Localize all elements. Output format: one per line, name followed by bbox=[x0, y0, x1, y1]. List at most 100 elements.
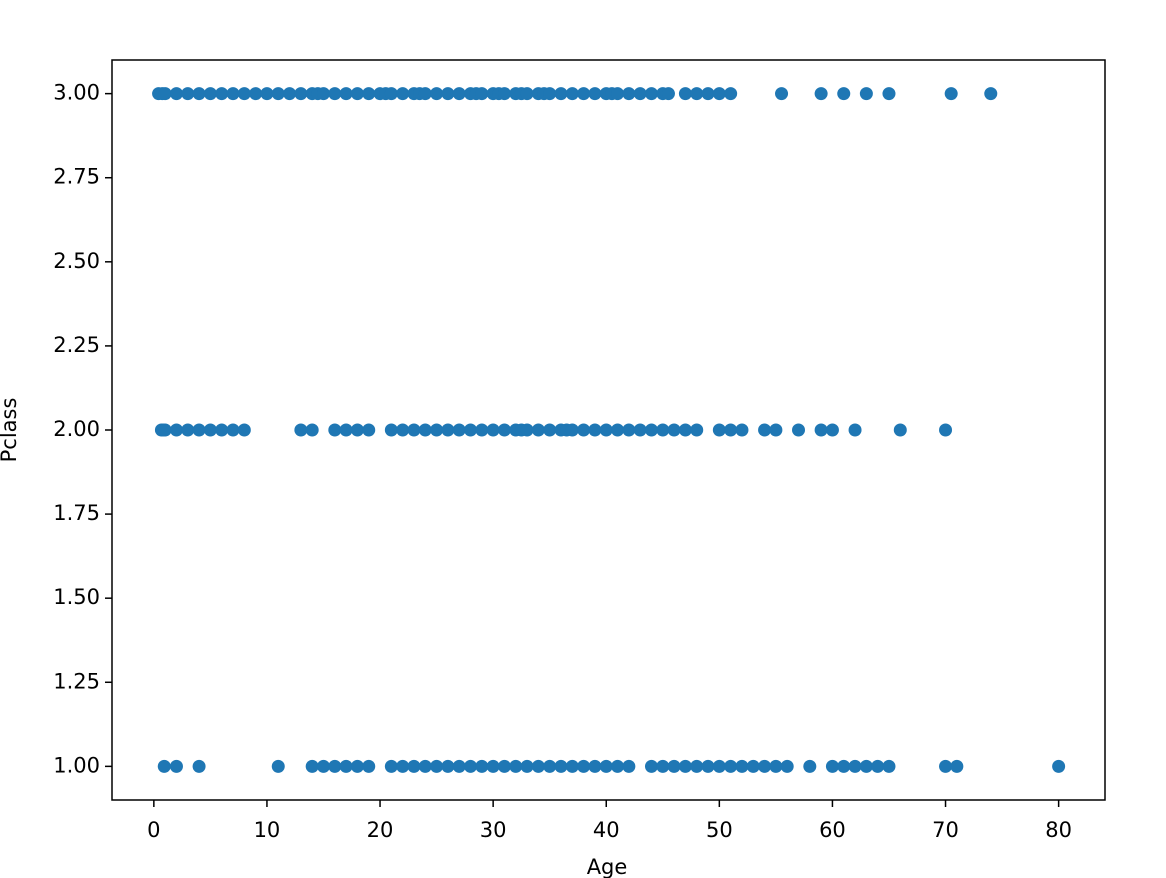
point bbox=[316, 87, 330, 101]
point bbox=[430, 759, 444, 773]
point bbox=[848, 759, 862, 773]
point bbox=[430, 87, 444, 101]
point bbox=[701, 87, 715, 101]
point bbox=[181, 423, 195, 437]
point bbox=[169, 423, 183, 437]
point bbox=[758, 759, 772, 773]
point bbox=[848, 423, 862, 437]
point bbox=[497, 423, 511, 437]
point bbox=[724, 87, 738, 101]
point bbox=[339, 423, 353, 437]
point bbox=[407, 759, 421, 773]
point bbox=[384, 87, 398, 101]
point bbox=[384, 759, 398, 773]
point bbox=[350, 423, 364, 437]
point bbox=[893, 423, 907, 437]
point bbox=[984, 87, 998, 101]
point bbox=[611, 759, 625, 773]
point bbox=[871, 759, 885, 773]
x-tick-label: 10 bbox=[254, 818, 281, 842]
point bbox=[588, 87, 602, 101]
point bbox=[667, 759, 681, 773]
point bbox=[203, 87, 217, 101]
point bbox=[362, 423, 376, 437]
point bbox=[294, 423, 308, 437]
point bbox=[486, 759, 500, 773]
point bbox=[678, 423, 692, 437]
point bbox=[362, 759, 376, 773]
x-tick-label: 40 bbox=[593, 818, 620, 842]
point bbox=[769, 423, 783, 437]
point bbox=[690, 87, 704, 101]
point bbox=[158, 87, 172, 101]
point bbox=[441, 759, 455, 773]
plot-frame bbox=[111, 59, 1106, 801]
point bbox=[350, 87, 364, 101]
point bbox=[543, 423, 557, 437]
y-tick-label: 1.25 bbox=[53, 669, 100, 693]
x-tick-label: 60 bbox=[819, 818, 846, 842]
point bbox=[825, 759, 839, 773]
point bbox=[543, 759, 557, 773]
y-tick-label: 2.50 bbox=[53, 249, 100, 273]
point bbox=[475, 759, 489, 773]
point bbox=[509, 759, 523, 773]
point bbox=[452, 87, 466, 101]
point bbox=[656, 423, 670, 437]
point bbox=[441, 423, 455, 437]
point bbox=[712, 759, 726, 773]
point bbox=[249, 87, 263, 101]
point bbox=[690, 759, 704, 773]
point bbox=[735, 759, 749, 773]
point bbox=[859, 759, 873, 773]
point bbox=[611, 423, 625, 437]
x-tick-label: 20 bbox=[367, 818, 394, 842]
point bbox=[452, 423, 466, 437]
point bbox=[735, 423, 749, 437]
point bbox=[418, 423, 432, 437]
point bbox=[944, 87, 958, 101]
point bbox=[158, 423, 172, 437]
point bbox=[441, 87, 455, 101]
point bbox=[294, 87, 308, 101]
x-tick-label: 70 bbox=[932, 818, 959, 842]
point bbox=[226, 87, 240, 101]
point bbox=[577, 759, 591, 773]
point bbox=[599, 423, 613, 437]
point bbox=[339, 87, 353, 101]
point bbox=[305, 759, 319, 773]
y-tick-label: 1.00 bbox=[53, 753, 100, 777]
point bbox=[792, 423, 806, 437]
x-tick-label: 0 bbox=[147, 818, 160, 842]
x-tick-label: 80 bbox=[1045, 818, 1072, 842]
point bbox=[554, 87, 568, 101]
point bbox=[169, 87, 183, 101]
point bbox=[328, 87, 342, 101]
point bbox=[882, 87, 896, 101]
point bbox=[520, 423, 534, 437]
point bbox=[339, 759, 353, 773]
point bbox=[283, 87, 297, 101]
point bbox=[803, 759, 817, 773]
point bbox=[775, 87, 789, 101]
y-tick-label: 3.00 bbox=[53, 81, 100, 105]
x-tick-label: 30 bbox=[480, 818, 507, 842]
point bbox=[724, 759, 738, 773]
point bbox=[464, 759, 478, 773]
point bbox=[656, 759, 670, 773]
point bbox=[215, 423, 229, 437]
point bbox=[475, 423, 489, 437]
point bbox=[814, 423, 828, 437]
point bbox=[350, 759, 364, 773]
point bbox=[661, 87, 675, 101]
x-tick-label: 50 bbox=[706, 818, 733, 842]
point bbox=[565, 423, 579, 437]
point bbox=[520, 759, 534, 773]
point bbox=[384, 423, 398, 437]
point bbox=[577, 87, 591, 101]
point bbox=[226, 423, 240, 437]
y-axis-label: Pclass bbox=[0, 398, 21, 463]
point bbox=[622, 759, 636, 773]
point bbox=[780, 759, 794, 773]
